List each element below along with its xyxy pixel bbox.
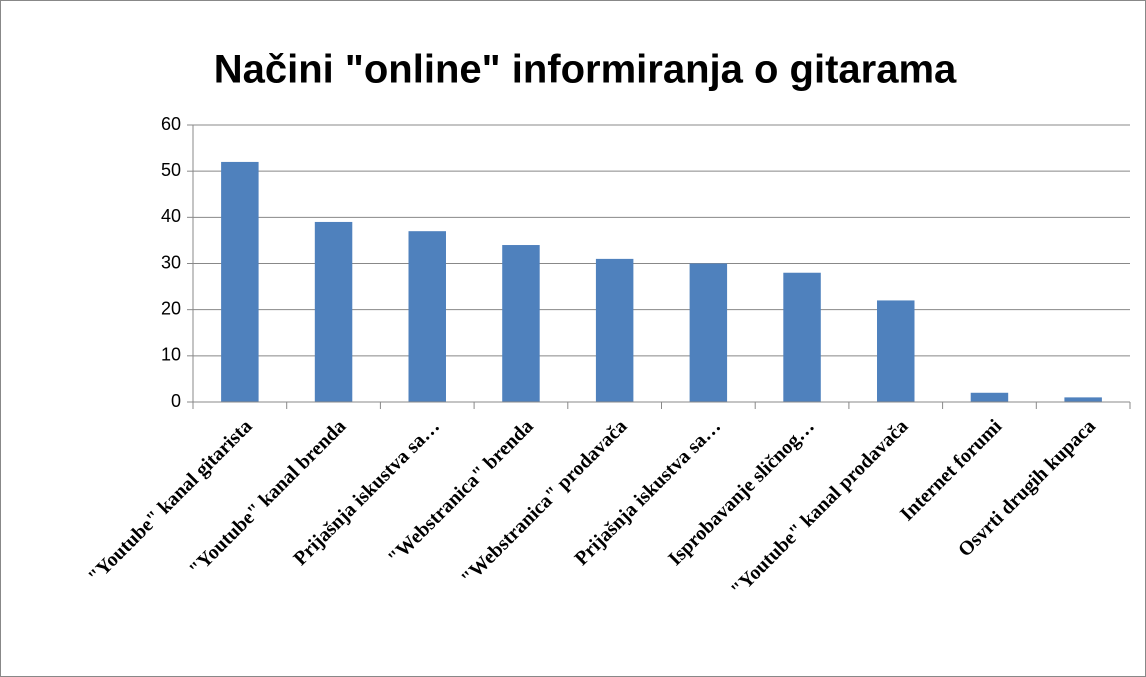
chart-title: Načini "online" informiranja o gitarama: [214, 48, 957, 92]
bar: [689, 263, 728, 402]
bar: [408, 231, 446, 402]
bar: [783, 272, 821, 402]
y-tick-label: 20: [161, 298, 181, 318]
bar: [502, 245, 540, 402]
bar: [970, 392, 1009, 402]
bar: [595, 258, 634, 402]
bar: [877, 300, 915, 402]
y-tick-label: 30: [161, 252, 181, 272]
bar: [1064, 397, 1102, 402]
bar: [314, 221, 353, 402]
y-tick-label: 0: [171, 391, 181, 411]
y-tick-label: 60: [161, 114, 181, 134]
y-tick-label: 40: [161, 206, 181, 226]
y-tick-label: 10: [161, 345, 181, 365]
y-tick-label: 50: [161, 160, 181, 180]
bar: [221, 161, 259, 402]
